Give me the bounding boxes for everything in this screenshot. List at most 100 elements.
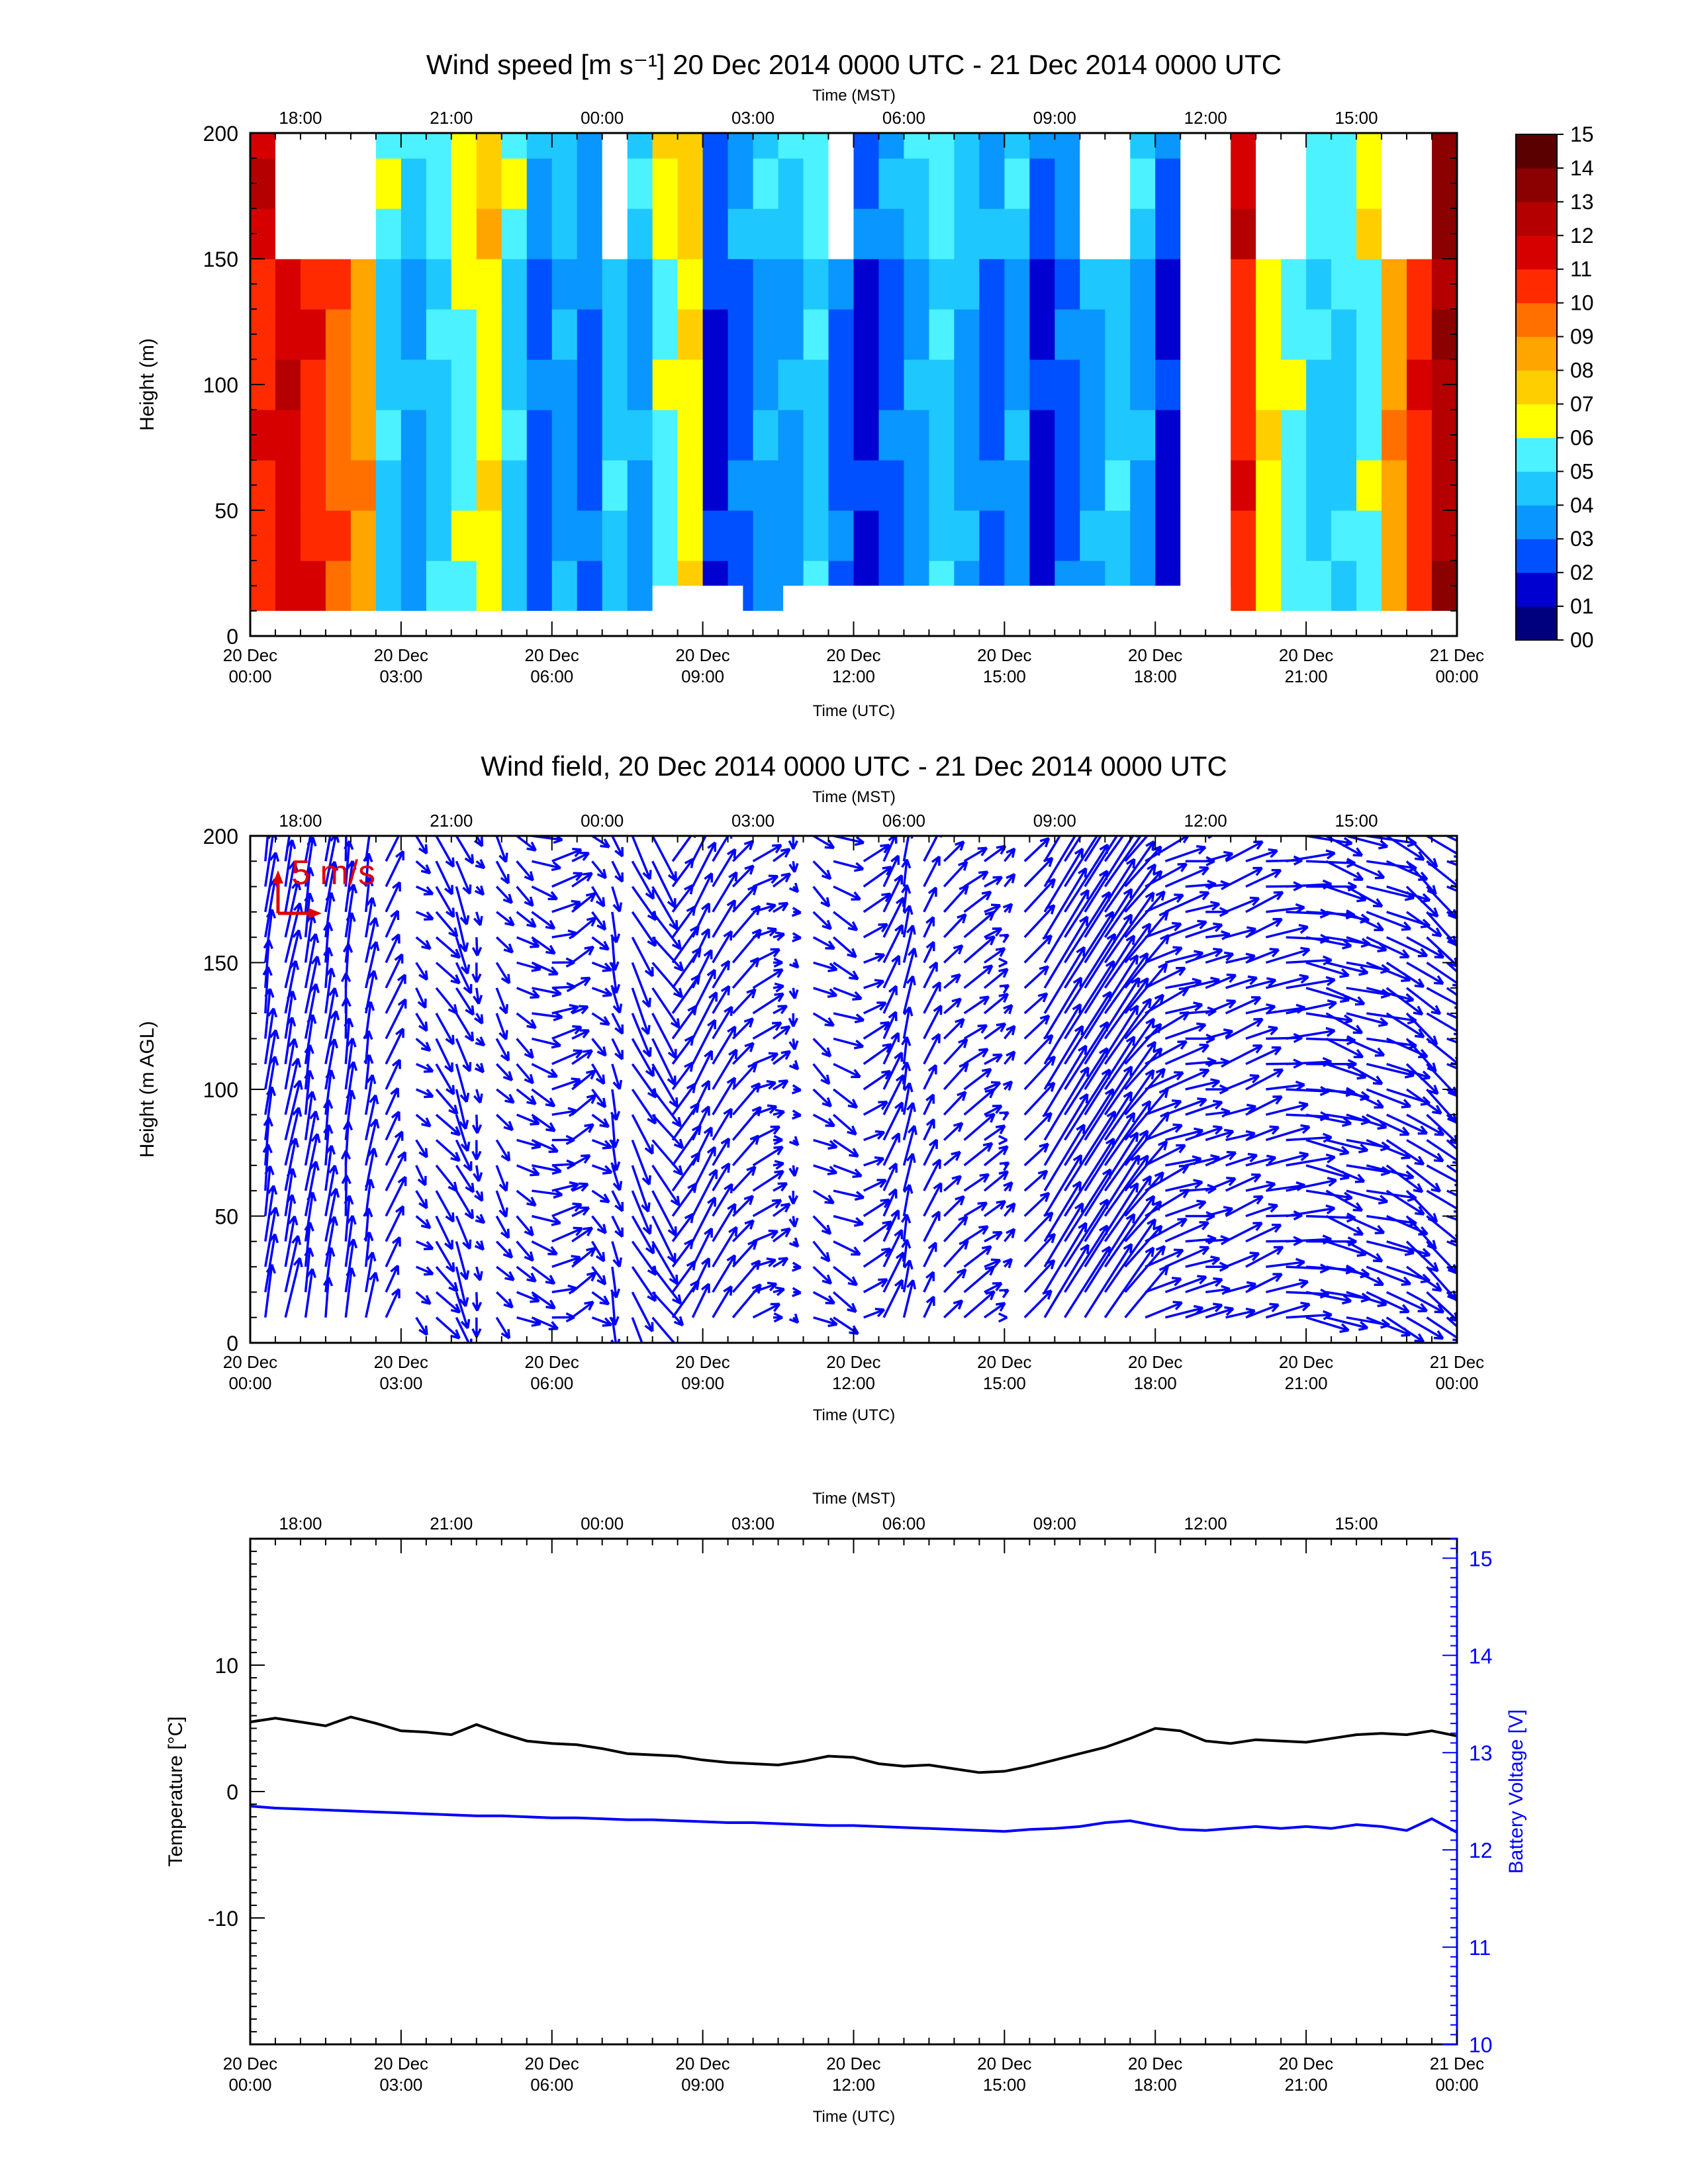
wind-vector bbox=[532, 987, 562, 997]
wind-vector bbox=[455, 911, 469, 952]
heatmap-cell bbox=[1331, 561, 1357, 612]
wind-vector bbox=[1084, 913, 1133, 989]
heatmap-cell bbox=[1180, 410, 1206, 461]
heatmap-cell bbox=[501, 208, 528, 259]
heatmap-cell bbox=[325, 460, 352, 511]
wind-vector bbox=[1446, 1012, 1457, 1020]
wind-vector bbox=[631, 962, 651, 1008]
wind-vector bbox=[1245, 977, 1277, 989]
wind-vector bbox=[691, 949, 713, 989]
heatmap-cell bbox=[828, 259, 855, 310]
wind-vector bbox=[963, 1068, 992, 1091]
wind-vector bbox=[812, 1240, 831, 1263]
heatmap-cell bbox=[878, 359, 905, 410]
wind-vector bbox=[344, 912, 356, 963]
x2-tick-label: 12:00 bbox=[1184, 811, 1227, 831]
wind-vector bbox=[364, 1271, 379, 1318]
heatmap-cell bbox=[954, 133, 980, 159]
wind-vector bbox=[902, 1259, 914, 1293]
wind-vector bbox=[471, 1317, 482, 1338]
wind-vector bbox=[863, 952, 886, 964]
wind-vector bbox=[773, 1134, 783, 1146]
wind-vector bbox=[435, 1291, 461, 1314]
x2-tick-label: 03:00 bbox=[731, 811, 774, 831]
heatmap-cell bbox=[325, 309, 352, 360]
heatmap-cell bbox=[551, 460, 578, 511]
x-tick-label: 20 Dec bbox=[1128, 645, 1182, 665]
heatmap-cell bbox=[300, 158, 326, 209]
wind-vector bbox=[1084, 1131, 1139, 1217]
wind-vector bbox=[1103, 1175, 1152, 1242]
wind-vector bbox=[1286, 1153, 1336, 1167]
wind-vector bbox=[1145, 1300, 1183, 1319]
wind-vector bbox=[673, 836, 675, 837]
wind-vector bbox=[385, 836, 400, 862]
wind-vector bbox=[495, 936, 514, 954]
wind-vector bbox=[385, 881, 401, 913]
heatmap-cell bbox=[727, 208, 754, 259]
x2-tick-label: 03:00 bbox=[731, 1514, 774, 1533]
wind-vector bbox=[752, 1302, 781, 1319]
heatmap-cell bbox=[1029, 208, 1055, 259]
wind-vector bbox=[752, 1146, 784, 1167]
heatmap-cell bbox=[828, 410, 855, 461]
wind-vector bbox=[1366, 961, 1411, 982]
heatmap-cell bbox=[350, 561, 377, 612]
heatmap-cell bbox=[929, 460, 955, 511]
chart-title: Wind speed [m s⁻¹] 20 Dec 2014 0000 UTC … bbox=[426, 49, 1282, 80]
wind-vector bbox=[902, 905, 914, 938]
heatmap-cell bbox=[1331, 510, 1357, 561]
heatmap-cell bbox=[476, 158, 502, 209]
heatmap-cell bbox=[350, 208, 377, 259]
heatmap-cell bbox=[652, 309, 679, 360]
heatmap-cell bbox=[526, 359, 553, 410]
x2-tick-label: 12:00 bbox=[1184, 108, 1227, 128]
heatmap-cell bbox=[1306, 259, 1332, 310]
heatmap-cell bbox=[853, 460, 880, 511]
wind-vector bbox=[474, 885, 485, 896]
wind-vector bbox=[516, 911, 537, 929]
wind-vector bbox=[531, 1265, 556, 1285]
wind-vector bbox=[833, 911, 859, 932]
colorbar-swatch bbox=[1516, 336, 1557, 371]
wind-vector bbox=[531, 1240, 558, 1255]
wind-vector bbox=[901, 1062, 912, 1090]
wind-vector bbox=[943, 1122, 964, 1141]
heatmap-cell bbox=[904, 410, 930, 461]
heatmap-cell bbox=[375, 510, 402, 561]
wind-vector bbox=[923, 855, 941, 887]
wind-vector bbox=[385, 1087, 400, 1116]
wind-vector bbox=[516, 836, 537, 852]
wind-vector bbox=[609, 1292, 620, 1326]
wind-vector bbox=[264, 1086, 277, 1140]
heatmap-cell bbox=[577, 410, 603, 461]
wind-vector bbox=[1305, 1138, 1350, 1156]
heatmap-cell bbox=[627, 410, 653, 461]
wind-vector bbox=[571, 1226, 594, 1243]
wind-vector bbox=[1366, 1113, 1410, 1136]
heatmap-cell bbox=[275, 359, 301, 410]
wind-vector bbox=[473, 1089, 483, 1104]
heatmap-cell bbox=[1130, 133, 1156, 159]
heatmap-cell bbox=[1306, 561, 1332, 612]
wind-vector bbox=[1225, 1044, 1263, 1066]
wind-vector bbox=[1003, 1003, 1013, 1015]
heatmap-cell bbox=[904, 158, 930, 209]
wind-vector bbox=[753, 1257, 776, 1268]
wind-vector bbox=[473, 836, 484, 848]
heatmap-cell bbox=[1080, 208, 1105, 259]
wind-vector bbox=[812, 1215, 832, 1236]
wind-vector bbox=[571, 945, 595, 964]
heatmap-cell bbox=[1356, 410, 1382, 461]
wind-vector bbox=[712, 848, 737, 887]
wind-vector bbox=[1084, 1243, 1133, 1318]
wind-vector bbox=[631, 1013, 652, 1058]
wind-vector bbox=[571, 1069, 596, 1091]
colorbar-label: 11 bbox=[1570, 257, 1592, 281]
wind-vector bbox=[631, 836, 652, 880]
wind-vector bbox=[591, 860, 607, 880]
wind-vector bbox=[731, 1017, 755, 1040]
wind-vector bbox=[1225, 1017, 1264, 1040]
wind-vector bbox=[712, 1203, 737, 1242]
heatmap-cell bbox=[300, 460, 326, 511]
